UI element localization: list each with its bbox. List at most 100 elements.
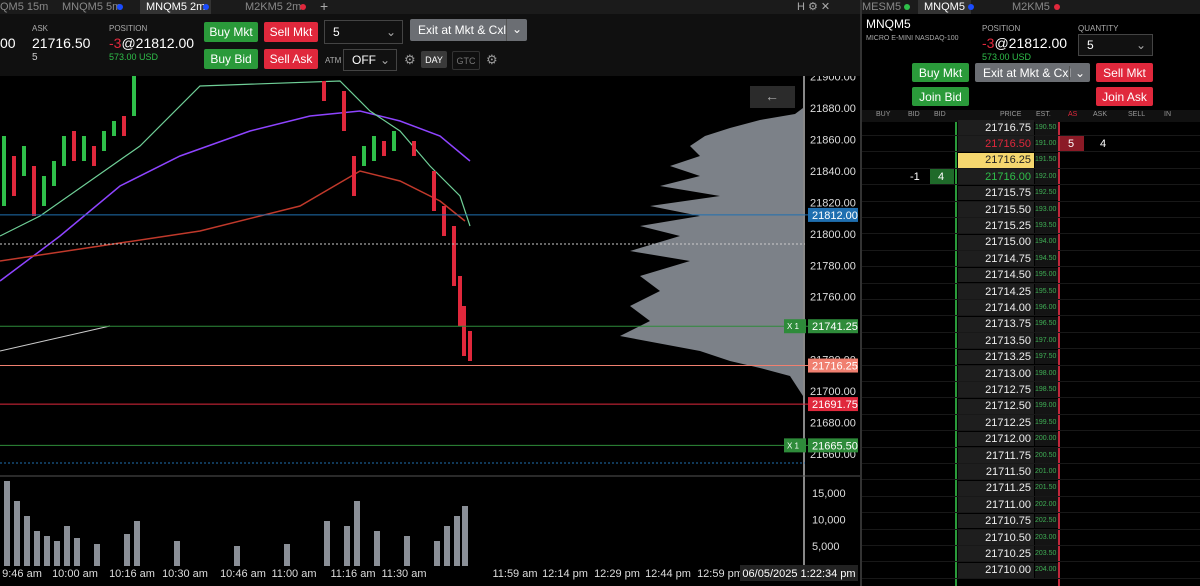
chart-tab[interactable]: MNQM5 2m [140, 0, 212, 14]
chart-tab[interactable]: M2KM5 2m [245, 1, 302, 13]
atm-settings[interactable]: ⚙ [404, 52, 416, 67]
est-cell-bg [1035, 431, 1058, 447]
dropdown-caret: ⌄ [1135, 38, 1146, 52]
price-marker-bg [808, 438, 858, 453]
tab-dot [904, 4, 910, 10]
dom-tab[interactable]: M2KM5 [1012, 1, 1050, 13]
price-cell-bg [958, 152, 1034, 168]
ladder-est: 201.00 [1035, 467, 1057, 475]
ladder-est: 204.00 [1035, 566, 1057, 574]
ladder-price: 21710.75 [985, 515, 1031, 528]
price-marker-label: 21665.50 [812, 440, 858, 452]
chart-tab[interactable]: MNQM5 5m [62, 1, 122, 13]
exit-button[interactable]: Exit at Mkt & Cxl ⌄ [410, 19, 527, 41]
row-line [862, 167, 1200, 169]
row-line [862, 348, 1200, 350]
ladder-header: PRICE [1000, 111, 1022, 118]
row-line [862, 249, 1200, 251]
time-axis-label: 12:14 pm [542, 568, 588, 580]
dom-position-price: @21812.00 [994, 35, 1068, 51]
ladder-price: 21711.50 [985, 465, 1031, 478]
ladder-header: ASK [1093, 111, 1108, 118]
dom-description: MICRO E-MINI NASDAQ-100 [866, 35, 959, 42]
ladder-price: 21715.00 [985, 236, 1031, 249]
price-axis-label: 21780.00 [810, 260, 856, 272]
ask-size: 5 [32, 52, 38, 63]
add-tab[interactable]: + [320, 0, 329, 14]
scroll-back-button[interactable] [750, 86, 795, 108]
ladder-price: 21711.00 [985, 498, 1031, 511]
ladder-price: 21716.75 [985, 121, 1031, 134]
ask-price: 21716.50 [32, 35, 91, 51]
ladder-est: 203.00 [1035, 533, 1057, 541]
row-line [862, 380, 1200, 382]
ladder-est: 199.50 [1035, 418, 1057, 426]
dom-tab[interactable]: MESM5 [862, 1, 902, 13]
tab-strip [0, 0, 860, 14]
tif-settings[interactable]: ⚙ [486, 52, 498, 67]
dom-join-ask[interactable]: Join Ask [1096, 87, 1153, 106]
ladder-est: 194.00 [1035, 238, 1057, 246]
row-line [862, 413, 1200, 415]
bid-qty: 4 [938, 170, 945, 183]
ask-cell-bg [1060, 136, 1084, 152]
tif-day[interactable]: DAY [421, 51, 447, 68]
dom-pnl: 573.00 USD [982, 52, 1032, 62]
dom-join-bid[interactable]: Join Bid [912, 87, 969, 106]
tif-gtc[interactable]: GTC [452, 51, 480, 70]
dom-tab[interactable]: MNQM5 [918, 0, 971, 14]
est-cell-bg [1035, 251, 1058, 267]
ladder-price: 21715.75 [985, 187, 1031, 200]
atm-select[interactable]: OFF ⌄ [343, 49, 397, 71]
ladder-header: BID [934, 111, 946, 118]
est-cell-bg [1035, 497, 1058, 513]
dom-quantity-select[interactable]: 5 ⌄ [1078, 34, 1153, 56]
ladder-est: 200.50 [1035, 451, 1057, 459]
dom-buy-mkt[interactable]: Buy Mkt [912, 63, 969, 82]
dom-sell-mkt[interactable]: Sell Mkt [1096, 63, 1153, 82]
ladder-header: BID [908, 111, 920, 118]
chart-tab[interactable]: QM5 15m [0, 1, 49, 13]
quantity-select[interactable]: 5 ⌄ [324, 20, 403, 44]
row-line [862, 479, 1200, 481]
price-cell-bg [958, 202, 1034, 217]
price-marker-bg [808, 207, 858, 222]
dom-symbol: MNQM5 [866, 17, 911, 31]
sell-mkt-button[interactable]: Sell Mkt [264, 22, 318, 42]
row-line [862, 331, 1200, 333]
row-line [862, 544, 1200, 546]
row-line [862, 430, 1200, 432]
ladder-price: 21711.25 [985, 482, 1031, 495]
est-cell-bg [1035, 284, 1058, 299]
buy-bid-button[interactable]: Buy Bid [204, 49, 258, 69]
ladder-est: 195.50 [1035, 287, 1057, 295]
ladder-header: BUY [876, 111, 891, 118]
pnl: 573.00 USD [109, 52, 159, 62]
buy-mkt-button[interactable]: Buy Mkt [204, 22, 258, 42]
price-marker-bg [808, 397, 858, 412]
est-cell-bg [1035, 316, 1058, 332]
ladder-price: 21712.50 [985, 400, 1031, 413]
sell-ask-button[interactable]: Sell Ask [264, 49, 318, 69]
ladder-est: 196.00 [1035, 303, 1057, 311]
row-line [862, 298, 1200, 300]
moving-average-purple [0, 110, 471, 282]
ladder-price: 21716.00 [985, 170, 1031, 183]
price-cell-bg [958, 185, 1034, 201]
price-axis-label: 21760.00 [810, 292, 856, 304]
est-cell-bg [1035, 218, 1058, 234]
price-axis-label: 21820.00 [810, 197, 856, 209]
est-cell-bg [1035, 513, 1058, 529]
ask-qty: 5 [1068, 137, 1075, 150]
dom-exit[interactable]: Exit at Mkt & Cxl ⌄ [975, 63, 1090, 82]
price-cell-bg [958, 251, 1034, 267]
ladder-price: 21714.50 [985, 269, 1031, 282]
ladder-est: 203.50 [1035, 549, 1057, 557]
est-cell-bg [1035, 366, 1058, 381]
price-cell-bg [958, 284, 1034, 299]
ladder-est: 196.50 [1035, 320, 1057, 328]
row-line [862, 364, 1200, 366]
price-cell-bg [958, 448, 1034, 463]
ladder-price: 21712.75 [985, 383, 1031, 396]
est-cell-bg [1035, 448, 1058, 463]
